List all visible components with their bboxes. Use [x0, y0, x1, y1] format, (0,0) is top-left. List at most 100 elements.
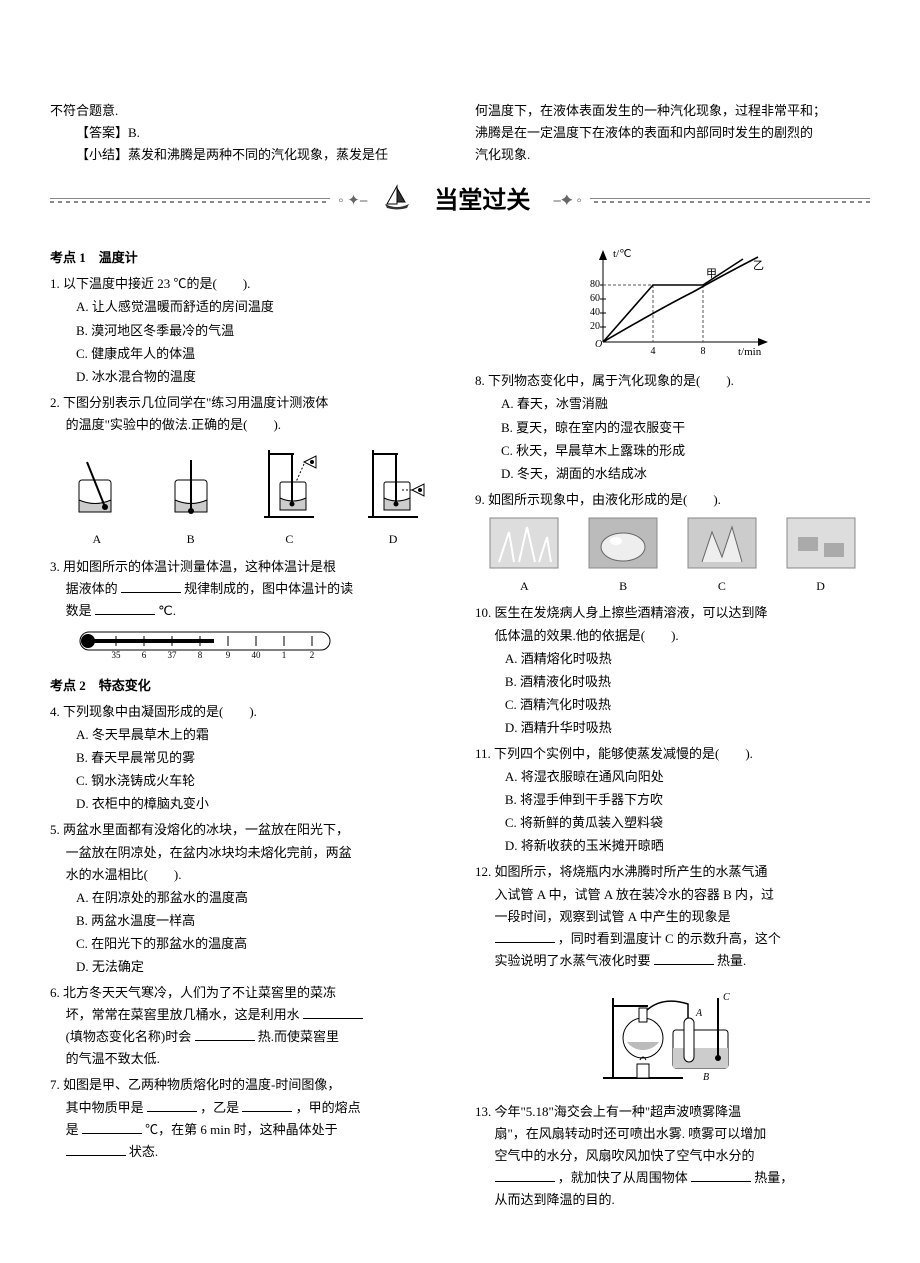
- fig-d: D: [358, 442, 428, 549]
- question-5: 5. 两盆水里面都有没熔化的冰块，一盆放在阳光下， 一盆放在阴凉处，在盆内冰块均…: [50, 819, 445, 978]
- svg-text:4: 4: [650, 346, 655, 357]
- option-b: B. 漠河地区冬季最冷的气温: [76, 320, 445, 342]
- fig-c: C: [254, 442, 324, 549]
- main-columns: 考点 1 温度计 1. 以下温度中接近 23 ℃的是( ). A. 让人感觉温暖…: [50, 241, 870, 1215]
- text-line: 何温度下，在液体表面发生的一种汽化现象，过程非常平和；: [475, 100, 870, 122]
- fill-blank: [195, 1028, 255, 1041]
- question-7: 7. 如图是甲、乙两种物质熔化时的温度-时间图像， 其中物质甲是 ，乙是 ，甲的…: [50, 1074, 445, 1162]
- svg-text:B: B: [703, 1072, 709, 1083]
- option-b: B. 春天早晨常见的雾: [76, 747, 445, 769]
- xlabel: t/min: [738, 346, 762, 357]
- fig-label-d: D: [358, 529, 428, 549]
- fig-label-b: B: [161, 529, 221, 549]
- heading-kaodian-2: 考点 2 特态变化: [50, 675, 445, 697]
- answer-line: 【答案】B.: [50, 122, 445, 144]
- heading-kaodian-1: 考点 1 温度计: [50, 247, 445, 269]
- question-2: 2. 下图分别表示几位同学在"练习用温度计测液体 的温度"实验中的做法.正确的是…: [50, 392, 445, 550]
- text-fragment: 热量，: [754, 1170, 793, 1185]
- q7-chart: t/℃ t/min O 2040 6080 48: [475, 247, 870, 364]
- text-line: 汽化现象.: [475, 144, 870, 166]
- option-a: A. 冬天早晨草木上的霜: [76, 724, 445, 746]
- option-b: B. 两盆水温度一样高: [76, 910, 445, 932]
- svg-text:8: 8: [700, 346, 705, 357]
- q-stem-line: 2. 下图分别表示几位同学在"练习用温度计测液体: [50, 392, 445, 414]
- option-b: B. 夏天，晾在室内的湿衣服变干: [501, 417, 870, 439]
- q-line: 扇"，在风扇转动时还可喷出水雾. 喷雾可以增加: [475, 1123, 870, 1145]
- fill-blank: [242, 1099, 292, 1112]
- question-12: 12. 如图所示，将烧瓶内水沸腾时所产生的水蒸气通 入试管 A 中，试管 A 放…: [475, 861, 870, 1095]
- fill-blank: [691, 1169, 751, 1182]
- svg-text:40: 40: [252, 650, 262, 660]
- option-a: A. 春天，冰雪消融: [501, 393, 870, 415]
- svg-text:37: 37: [168, 650, 178, 660]
- fig-label-c: C: [254, 529, 324, 549]
- option-d: D. 无法确定: [76, 956, 445, 978]
- option-d: D. 将新收获的玉米摊开晾晒: [505, 835, 870, 857]
- ylabel: t/℃: [613, 248, 631, 260]
- svg-text:乙: 乙: [753, 259, 764, 272]
- svg-text:40: 40: [590, 307, 600, 318]
- q-line: 一段时间，观察到试管 A 中产生的现象是: [475, 906, 870, 928]
- fig-b: B: [588, 517, 658, 596]
- text-fragment: (填物态变化名称)时会: [66, 1029, 192, 1044]
- q-stem-line: 低体温的效果.他的依据是( ).: [475, 625, 870, 647]
- option-d: D. 冬天，湖面的水结成冰: [501, 463, 870, 485]
- fill-blank: [95, 602, 155, 615]
- left-column: 考点 1 温度计 1. 以下温度中接近 23 ℃的是( ). A. 让人感觉温暖…: [50, 241, 445, 1215]
- option-a: A. 将湿衣服晾在通风向阳处: [505, 766, 870, 788]
- text-fragment: 热量.: [717, 953, 746, 968]
- fill-blank: [82, 1121, 142, 1134]
- top-continuation: 不符合题意. 【答案】B. 【小结】蒸发和沸腾是两种不同的汽化现象，蒸发是任 何…: [50, 100, 870, 166]
- question-9: 9. 如图所示现象中，由液化形成的是( ). A B C D: [475, 489, 870, 597]
- svg-text:60: 60: [590, 293, 600, 304]
- text-line: 不符合题意.: [50, 100, 445, 122]
- text-fragment: 数是: [66, 603, 92, 618]
- q9-figure-row: A B C D: [475, 517, 870, 596]
- text-fragment: 是: [66, 1122, 79, 1137]
- sailboat-icon: [375, 184, 419, 220]
- fill-blank: [66, 1143, 126, 1156]
- q-line: 7. 如图是甲、乙两种物质熔化时的温度-时间图像，: [50, 1074, 445, 1096]
- right-column: t/℃ t/min O 2040 6080 48: [475, 241, 870, 1215]
- fig-b: B: [161, 452, 221, 549]
- question-13: 13. 今年"5.18"海交会上有一种"超声波喷雾降温 扇"，在风扇转动时还可喷…: [475, 1101, 870, 1211]
- top-right-col: 何温度下，在液体表面发生的一种汽化现象，过程非常平和； 沸腾是在一定温度下在液体…: [475, 100, 870, 166]
- fig-label-a: A: [67, 529, 127, 549]
- text-fragment: 据液体的: [66, 581, 118, 596]
- q-stem-line: 3. 用如图所示的体温计测量体温，这种体温计是根: [50, 556, 445, 578]
- q-stem: 9. 如图所示现象中，由液化形成的是( ).: [475, 489, 870, 511]
- svg-text:35: 35: [112, 650, 122, 660]
- text-fragment: 其中物质甲是: [66, 1100, 144, 1115]
- svg-text:O: O: [595, 339, 602, 350]
- q-line: 6. 北方冬天天气寒冷，人们为了不让菜窖里的菜冻: [50, 982, 445, 1004]
- svg-text:C: C: [723, 992, 730, 1003]
- question-11: 11. 下列四个实例中，能够使蒸发减慢的是( ). A. 将湿衣服晾在通风向阳处…: [475, 743, 870, 857]
- fig-a: A: [489, 517, 559, 596]
- fig-label-a: A: [489, 576, 559, 596]
- q-stem: 8. 下列物态变化中，属于汽化现象的是( ).: [475, 370, 870, 392]
- fill-blank: [495, 1169, 555, 1182]
- banner-deco-right-icon: ⎯✦ ◦: [545, 189, 589, 215]
- option-b: B. 将湿手伸到干手器下方吹: [505, 789, 870, 811]
- summary-line: 【小结】蒸发和沸腾是两种不同的汽化现象，蒸发是任: [50, 144, 445, 166]
- fig-label-b: B: [588, 576, 658, 596]
- text-fragment: ℃.: [158, 603, 176, 618]
- question-8: 8. 下列物态变化中，属于汽化现象的是( ). A. 春天，冰雪消融 B. 夏天…: [475, 370, 870, 484]
- q-line: 的气温不致太低.: [50, 1048, 445, 1070]
- svg-text:6: 6: [142, 650, 147, 660]
- question-4: 4. 下列现象中由凝固形成的是( ). A. 冬天早晨草木上的霜 B. 春天早晨…: [50, 701, 445, 815]
- fig-label-c: C: [687, 576, 757, 596]
- banner-deco-left-icon: ◦ ✦⎯: [330, 189, 375, 215]
- q-line: 13. 今年"5.18"海交会上有一种"超声波喷雾降温: [475, 1101, 870, 1123]
- q12-figure: A C B: [475, 978, 870, 1095]
- question-10: 10. 医生在发烧病人身上擦些酒精溶液，可以达到降 低体温的效果.他的依据是( …: [475, 602, 870, 739]
- q-line: 从而达到降温的目的.: [475, 1189, 870, 1211]
- q-stem-line: 的温度"实验中的做法.正确的是( ).: [50, 414, 445, 436]
- fill-blank: [147, 1099, 197, 1112]
- q-stem: 4. 下列现象中由凝固形成的是( ).: [50, 701, 445, 723]
- svg-text:80: 80: [590, 279, 600, 290]
- q2-figure-row: A B: [50, 442, 445, 549]
- text-fragment: 规律制成的，图中体温计的读: [184, 581, 353, 596]
- fill-blank: [121, 580, 181, 593]
- text-fragment: ℃，在第 6 min 时，这种晶体处于: [145, 1122, 337, 1137]
